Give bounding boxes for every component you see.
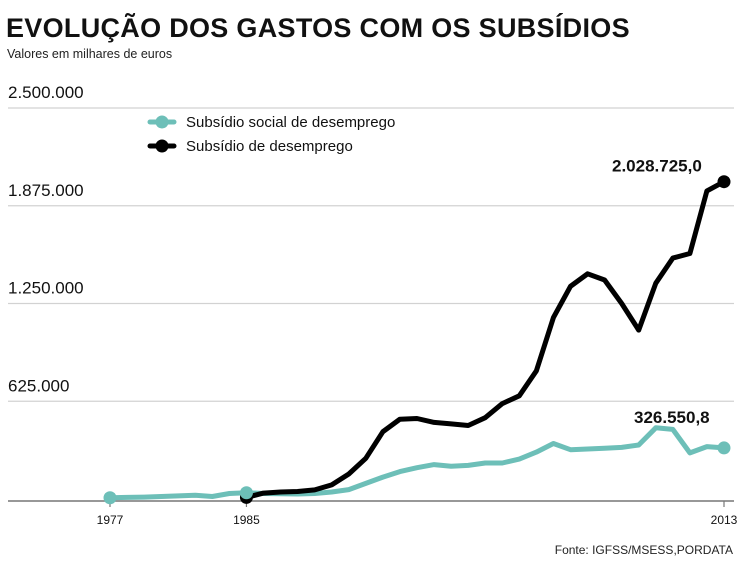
y-tick-label: 1.250.000 — [8, 279, 84, 298]
series-line-subsidio-social — [107, 425, 727, 501]
y-tick-label: 1.875.000 — [8, 181, 84, 200]
legend-label: Subsídio de desemprego — [186, 138, 353, 155]
chart-title: EVOLUÇÃO DOS GASTOS COM OS SUBSÍDIOS — [6, 13, 630, 43]
series-end-point — [717, 175, 731, 189]
legend-swatch-dot — [155, 139, 169, 153]
x-tick-label: 2013 — [711, 513, 738, 527]
legend: Subsídio social de desemprego Subsídio de… — [147, 114, 395, 155]
chart-subtitle: Valores em milhares de euros — [7, 47, 173, 61]
x-axis-ticks: 1977 1985 2013 — [97, 501, 738, 527]
series-point — [239, 486, 253, 500]
y-axis-ticks: 625.000 1.250.000 1.875.000 2.500.000 — [8, 83, 84, 395]
series-line-subsidio-desemprego — [243, 179, 727, 500]
series-endpoints — [103, 175, 731, 505]
legend-swatch-dot — [155, 115, 169, 129]
series-lines — [107, 179, 727, 501]
source-note: Fonte: IGFSS/MSESS,PORDATA — [554, 543, 733, 557]
annotations: 2.028.725,0 326.550,8 — [612, 157, 710, 427]
series-end-point — [717, 441, 731, 455]
x-tick-label: 1977 — [97, 513, 124, 527]
series-start-point — [103, 491, 117, 505]
annotation-label: 326.550,8 — [634, 408, 710, 427]
annotation-label: 2.028.725,0 — [612, 157, 702, 176]
y-tick-label: 2.500.000 — [8, 83, 84, 102]
legend-label: Subsídio social de desemprego — [186, 114, 395, 131]
gridlines — [8, 107, 734, 502]
x-tick-label: 1985 — [233, 513, 260, 527]
y-tick-label: 625.000 — [8, 376, 69, 395]
